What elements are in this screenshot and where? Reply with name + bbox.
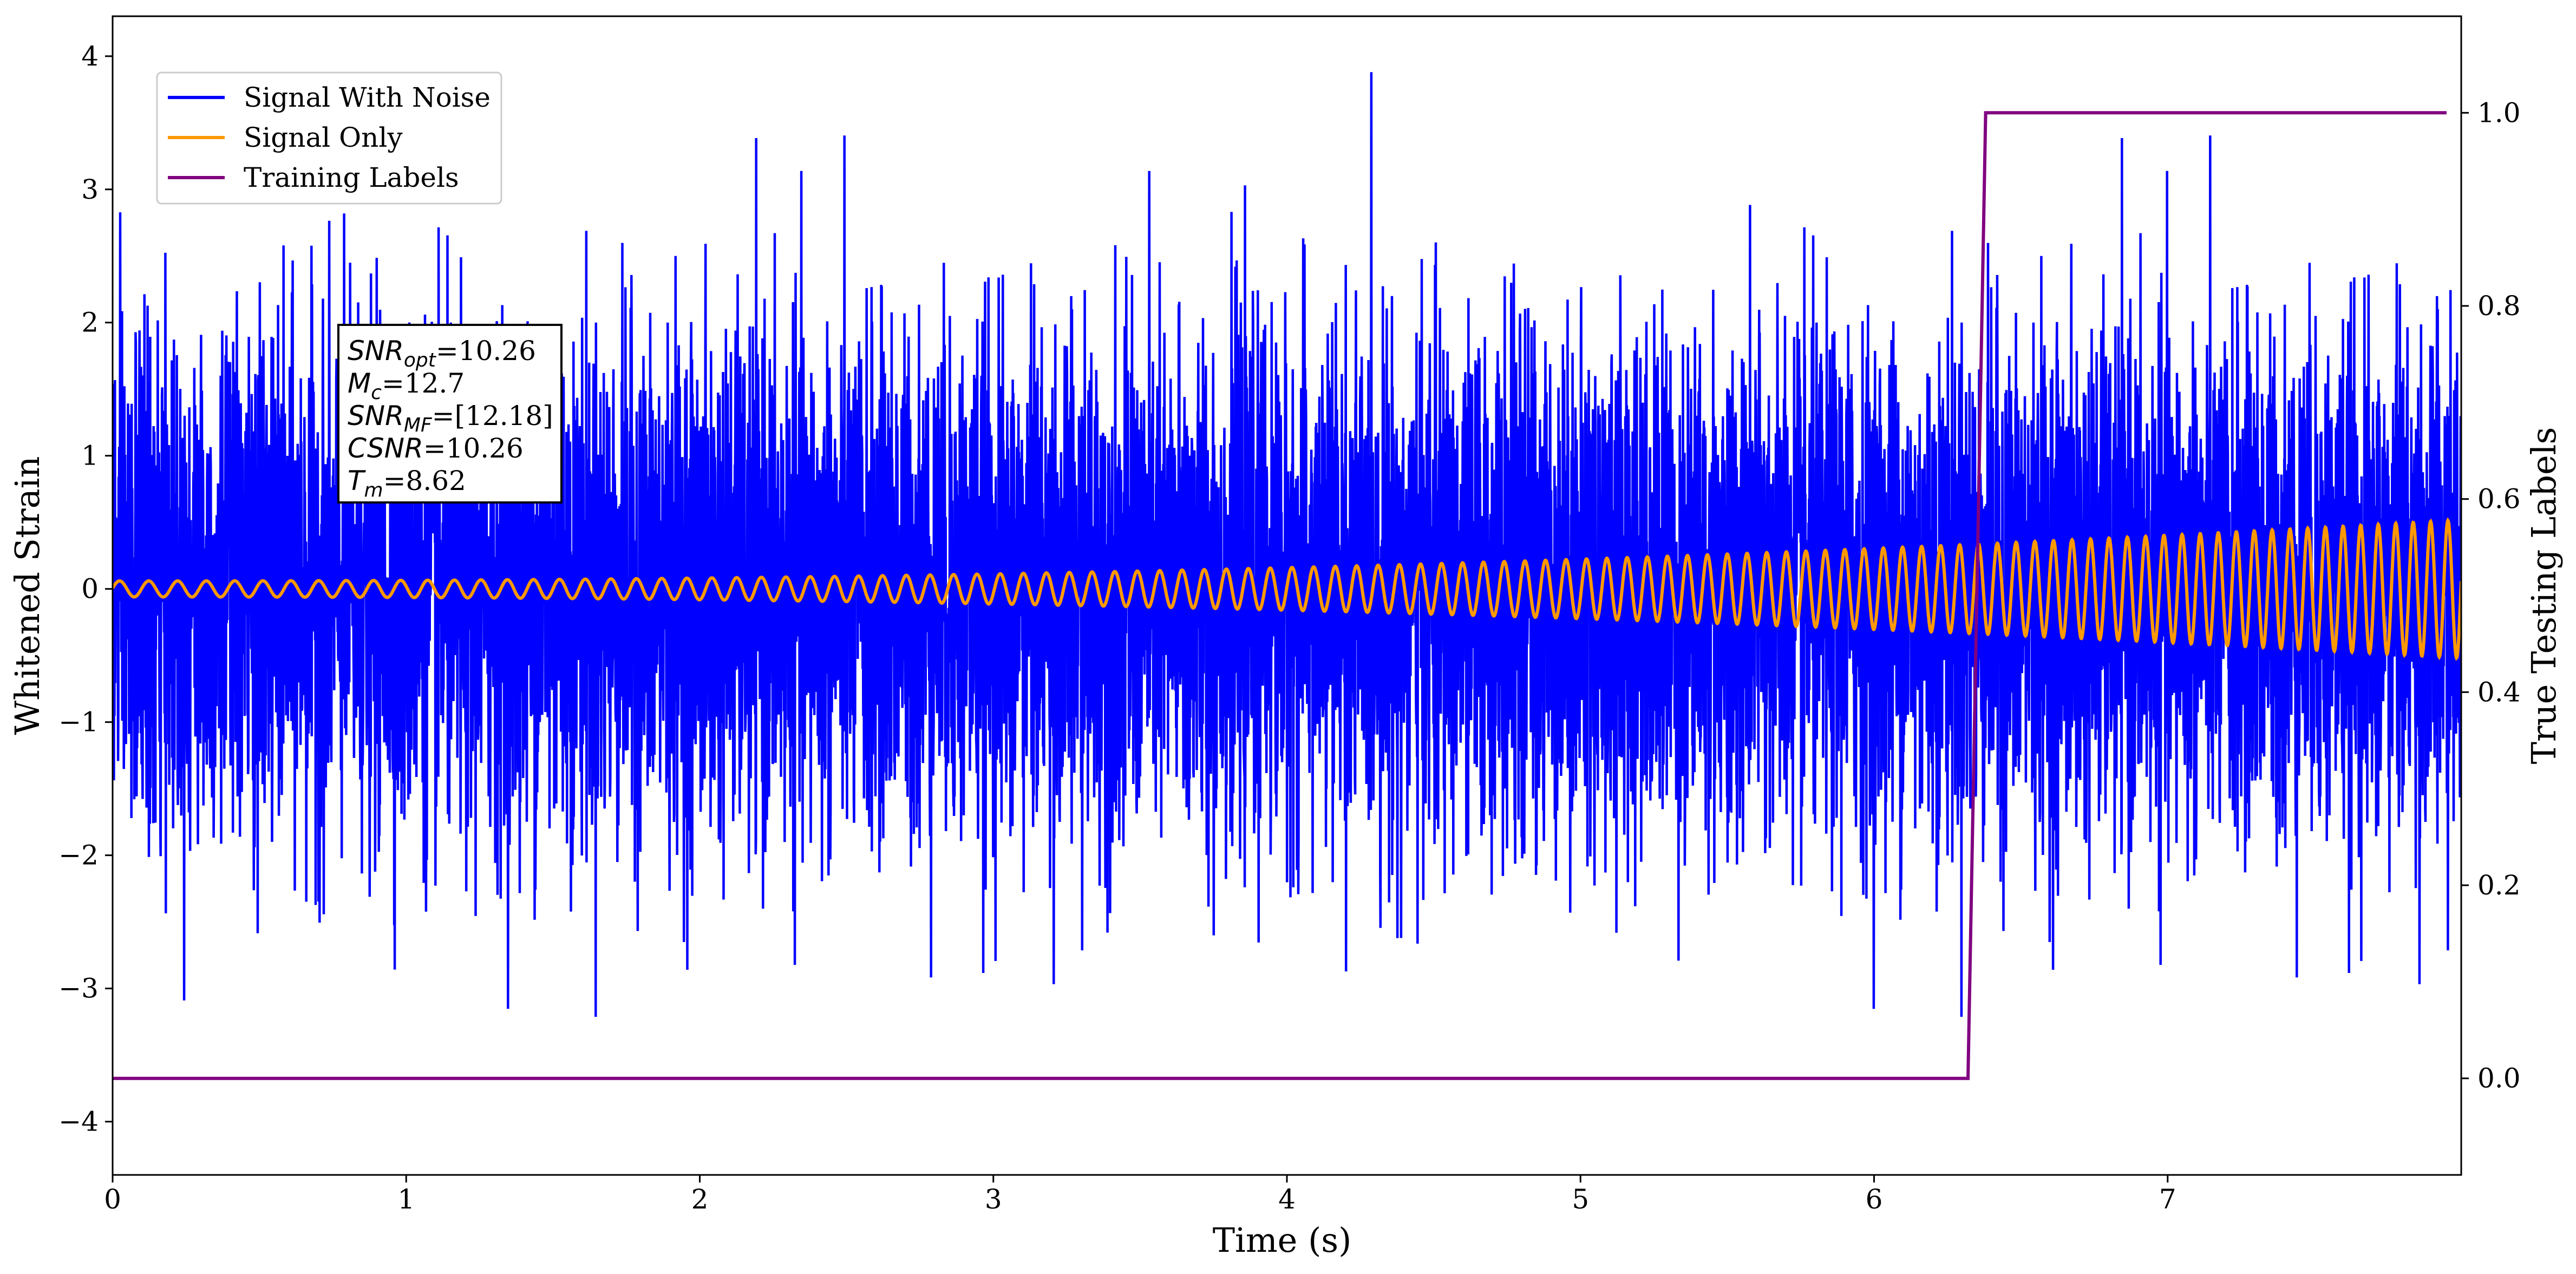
series-signal-only	[113, 517, 2461, 661]
y-tick-label: 2	[81, 307, 99, 338]
x-tick-label: 7	[2159, 1184, 2176, 1215]
y-tick-label: 0	[81, 573, 99, 605]
y-tick-label: −4	[58, 1106, 99, 1138]
y-tick-label: 3	[81, 174, 99, 205]
x-tick-label: 6	[1866, 1184, 1883, 1215]
legend-label: Signal Only	[244, 122, 403, 153]
x-tick-label: 2	[691, 1184, 709, 1215]
y2-axis-label: True Testing Labels	[2524, 427, 2564, 765]
legend-label: Signal With Noise	[244, 82, 491, 113]
y-tick-label: −2	[58, 840, 99, 871]
y2-tick-label: 1.0	[2477, 97, 2521, 128]
x-axis-label: Time (s)	[1213, 1220, 1352, 1260]
y-tick-label: −3	[58, 973, 99, 1004]
x-tick-label: 5	[1572, 1184, 1589, 1215]
x-tick-label: 0	[104, 1184, 121, 1215]
y-axis-right: 0.0 0.2 0.4 0.6 0.8 1.0	[2461, 97, 2521, 1094]
y-axis-label: Whitened Strain	[8, 456, 47, 735]
legend: Signal With Noise Signal Only Training Lab…	[156, 71, 502, 205]
annotation-line: SNRMF=[12.18]	[348, 400, 553, 436]
y2-tick-label: 0.8	[2477, 290, 2521, 322]
x-tick-label: 4	[1278, 1184, 1296, 1215]
series-layer	[113, 72, 2461, 1080]
y2-tick-label: 0.4	[2477, 676, 2521, 708]
y2-tick-label: 0.0	[2477, 1063, 2521, 1094]
series-training-labels	[113, 111, 2447, 1080]
legend-box	[156, 71, 502, 205]
x-axis: 0 1 2 3 4 5 6 7	[104, 1175, 2176, 1215]
x-tick-label: 3	[985, 1184, 1002, 1215]
annotation-line: CSNR=10.26	[348, 433, 524, 464]
legend-label: Training Labels	[244, 162, 459, 193]
y-tick-label: 1	[81, 440, 99, 472]
y2-tick-label: 0.6	[2477, 484, 2521, 515]
annotation-box: SNRopt=10.26Mc=12.7SNRMF=[12.18]CSNR=10.…	[337, 324, 563, 504]
y-axis-left: −4 −3 −2 −1 0 1 2 3 4	[58, 41, 113, 1138]
annotation-border	[337, 324, 563, 504]
x-tick-label: 1	[397, 1184, 415, 1215]
y2-tick-label: 0.2	[2477, 870, 2521, 901]
y-tick-label: 4	[81, 41, 99, 72]
annotation-line: SNRopt=10.26	[348, 335, 536, 371]
annotation-line: Tm=8.62	[348, 465, 466, 501]
annotation-line: Mc=12.7	[348, 368, 465, 404]
y-tick-label: −1	[58, 707, 99, 738]
